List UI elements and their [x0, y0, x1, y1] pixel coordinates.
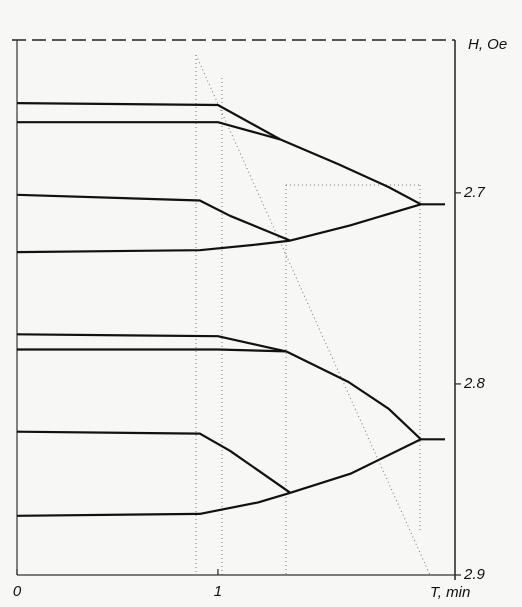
x-axis-label: T, min — [430, 584, 470, 601]
branch-line — [16, 193, 291, 242]
branch-line — [16, 491, 291, 517]
branch-line — [16, 430, 291, 494]
branch-line — [16, 102, 281, 141]
branch-line — [279, 138, 422, 206]
x-tick-label: 0 — [13, 583, 22, 600]
y-axis-label: H, Oe — [468, 36, 507, 53]
branch-line — [16, 239, 291, 254]
y-tick-label: 2.9 — [463, 566, 486, 583]
y-tick-label: 2.8 — [463, 375, 486, 392]
x-tick-label: 1 — [214, 583, 222, 600]
branch-line — [285, 350, 422, 441]
branch-line — [289, 438, 422, 494]
branch-line — [16, 333, 287, 353]
y-tick-label: 2.7 — [463, 184, 486, 201]
branch-line — [17, 348, 287, 353]
guide-lines — [195, 54, 431, 576]
branch-line — [290, 203, 422, 242]
branch-line — [17, 121, 281, 141]
